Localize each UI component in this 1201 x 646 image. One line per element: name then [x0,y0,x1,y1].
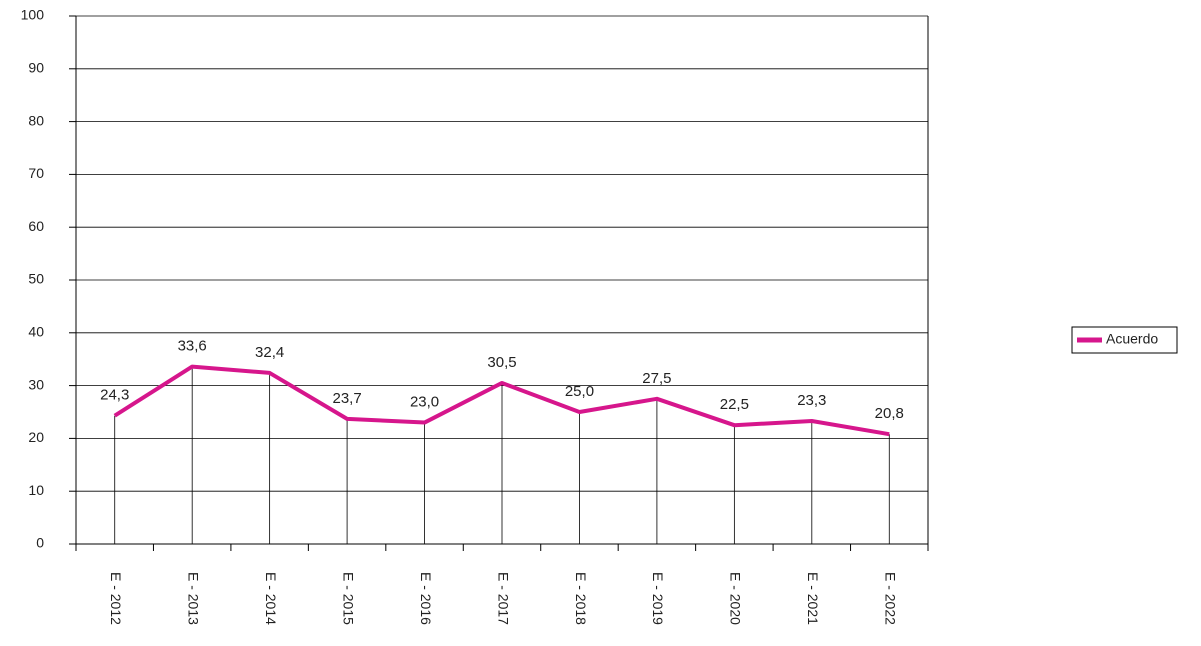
y-tick-label: 60 [28,218,44,234]
data-label: 33,6 [178,338,207,355]
data-label: 27,5 [642,370,671,387]
x-tick-label: E - 2016 [418,572,434,625]
y-tick-label: 80 [28,112,44,128]
y-tick-label: 20 [28,429,44,445]
data-label: 20,8 [875,405,904,422]
data-label: 24,3 [100,387,129,404]
x-tick-label: E - 2021 [805,572,821,625]
series-line [113,364,890,437]
data-label: 32,4 [255,344,284,361]
data-label: 30,5 [487,354,516,371]
x-tick-label: E - 2015 [340,572,356,625]
x-tick-label: E - 2018 [573,572,589,625]
y-tick-label: 40 [28,324,44,340]
y-tick-label: 0 [36,535,44,551]
y-tick-label: 100 [21,7,45,23]
x-tick-label: E - 2017 [495,572,511,625]
data-label: 23,7 [332,390,361,407]
x-tick-label: E - 2013 [185,572,201,625]
x-tick-label: E - 2012 [108,572,124,625]
x-tick-label: E - 2020 [728,572,744,625]
y-tick-label: 70 [28,165,44,181]
data-label: 22,5 [720,396,749,413]
legend-label: Acuerdo [1106,331,1158,347]
data-label: 23,3 [797,392,826,409]
y-tick-label: 30 [28,376,44,392]
x-tick-label: E - 2022 [883,572,899,625]
x-tick-label: E - 2014 [263,572,279,625]
data-label: 25,0 [565,383,594,400]
x-tick-label: E - 2019 [650,572,666,625]
y-tick-label: 10 [28,482,44,498]
y-tick-label: 50 [28,271,44,287]
data-label: 23,0 [410,394,439,411]
y-tick-label: 90 [28,60,44,76]
